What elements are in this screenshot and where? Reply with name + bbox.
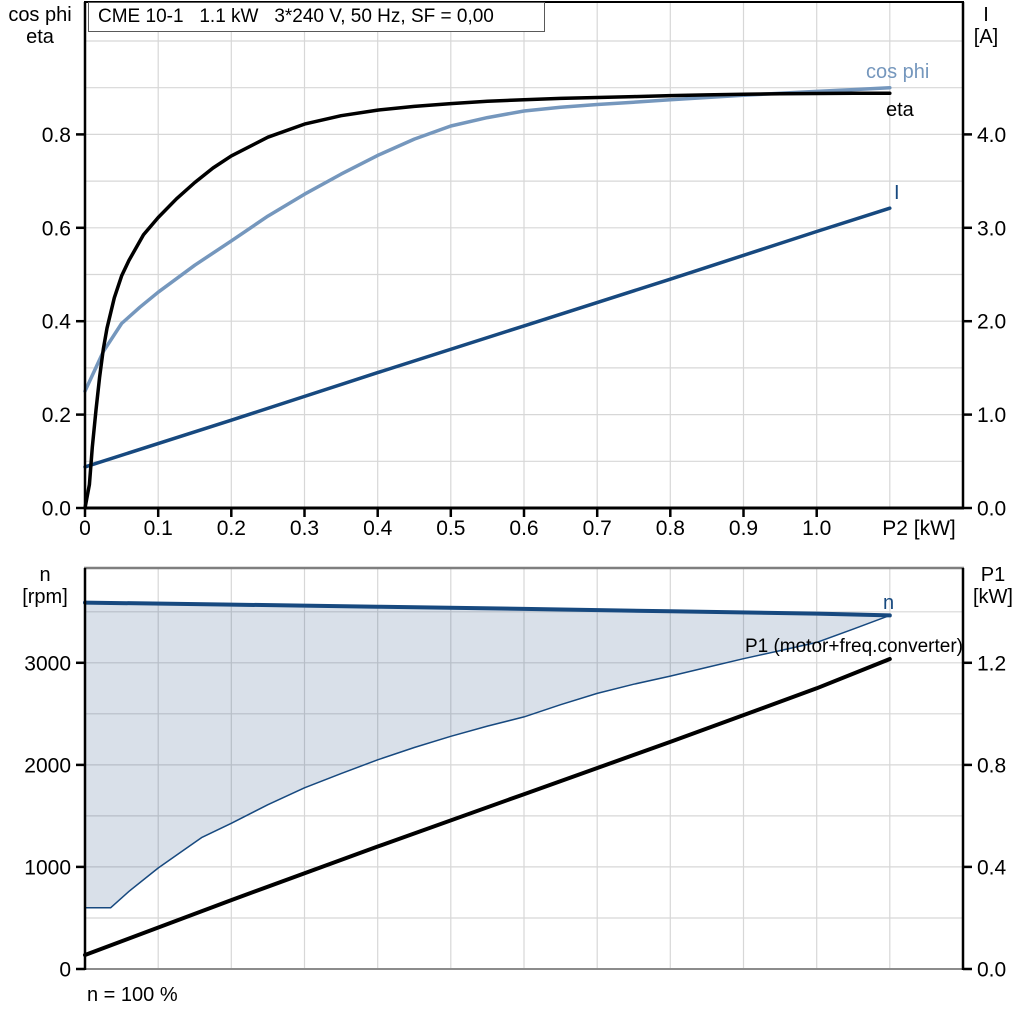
tick-label-left: 0.4 [42,311,72,334]
top-left-axis-title: cos phi eta [0,4,80,48]
tick-label-right: 0.4 [977,856,1007,879]
tick-label-x: 0.2 [217,517,246,540]
series-n-min [84,614,891,909]
chart-title-box: CME 10-1 1.1 kW 3*240 V, 50 Hz, SF = 0,0… [88,2,545,32]
tick-label-x: 0.3 [290,517,319,540]
tick-label-right: 1.2 [977,652,1006,675]
bottom-left-axis-line1: n [39,564,51,586]
series-i [83,206,892,469]
tick-label-left: 0.0 [42,498,71,521]
series-n [83,600,892,618]
bottom-right-axis-title: P1 [kW] [964,564,1022,608]
curve-label-cos-phi: cos phi [866,61,930,83]
tick-label-x: 0.6 [509,517,538,540]
tick-label-x: 0.4 [363,517,393,540]
bottom-right-axis-line2: [kW] [973,586,1013,608]
x-axis-title: P2 [kW] [882,517,956,540]
curve-label-eta: eta [886,99,914,121]
curve-label-current: I [894,182,900,204]
speed-range-area [85,602,890,908]
top-left-axis-line1: cos phi [8,4,72,26]
bottom-right-axis-line1: P1 [980,564,1006,586]
bottom-left-axis-title: n [rpm] [6,564,84,608]
tick-label-x: 0.9 [729,517,758,540]
tick-label-x: 0 [79,517,91,540]
tick-label-right: 2.0 [977,311,1006,334]
tick-label-left: 3000 [24,652,71,675]
tick-label-right: 4.0 [977,124,1006,147]
top-right-axis-title: I [A] [958,4,1014,48]
curve-label-p1: P1 (motor+freq.converter) [744,636,963,657]
tick-label-left: 0.2 [42,404,71,427]
tick-label-x: 1.0 [802,517,831,540]
tick-label-x: 0.1 [144,517,173,540]
series-p1-motor-freq-converter- [83,657,892,957]
footnote-n-100: n = 100 % [87,984,178,1006]
series-eta [83,91,892,510]
tick-label-left: 0.8 [42,124,71,147]
tick-label-right: 0.8 [977,754,1006,777]
chart-area-1: 0 1000 2000 3000 0.0 0.4 0.8 1.2 [24,566,1007,982]
bottom-left-axis-line2: [rpm] [22,586,68,608]
curve-label-n: n [883,592,895,614]
tick-label-left: 0.6 [42,217,71,240]
tick-label-x: 0.7 [583,517,612,540]
tick-label-x: 0.5 [436,517,465,540]
tick-label-left: 2000 [24,754,71,777]
top-right-axis-line2: [A] [973,26,999,48]
chart-area-0: 0.0 0.2 0.4 0.6 0.8 0.0 1.0 2.0 3.0 4.0 0 0.1 0.2 0.3… [42,1,1006,540]
tick-label-right: 1.0 [977,404,1006,427]
top-right-axis-line1: I [983,4,989,26]
top-left-axis-line2: eta [26,26,54,48]
tick-label-right: 3.0 [977,217,1006,240]
tick-label-x: 0.8 [656,517,685,540]
tick-label-left: 0 [59,959,71,982]
tick-label-left: 1000 [24,856,71,879]
series-cos-phi [83,85,892,393]
tick-label-right: 0.0 [977,498,1006,521]
tick-label-right: 0.0 [977,959,1006,982]
